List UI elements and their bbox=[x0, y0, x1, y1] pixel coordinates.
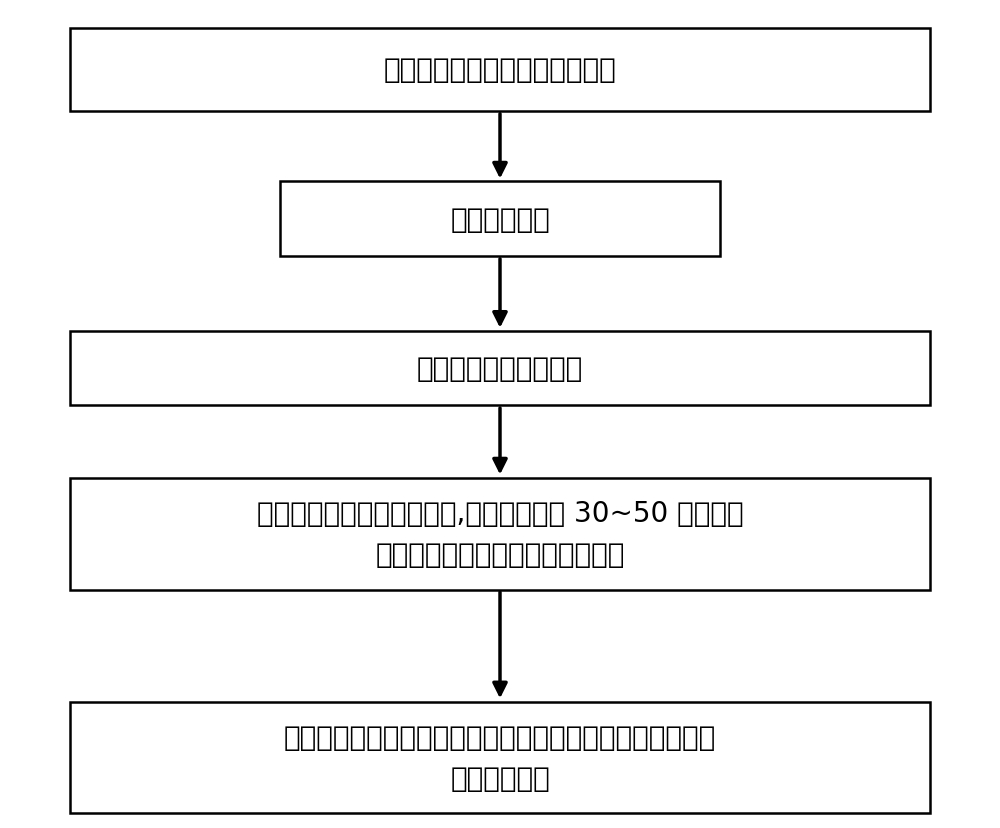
FancyBboxPatch shape bbox=[70, 331, 930, 406]
FancyBboxPatch shape bbox=[280, 182, 720, 257]
Text: 钻遇漏失层后，判断漏失情况。: 钻遇漏失层后，判断漏失情况。 bbox=[384, 56, 616, 84]
Text: 向钻杆内打入堵漏泥浆，使填充物与堵漏泥浆进入漏层，从
而实现堵漏。: 向钻杆内打入堵漏泥浆，使填充物与堵漏泥浆进入漏层，从 而实现堵漏。 bbox=[284, 723, 716, 792]
Text: 将堵漏筒，下入井内。: 将堵漏筒，下入井内。 bbox=[417, 354, 583, 383]
Text: 堵漏筒下入到漏层井段上部,在距离漏层约 30~50 米灌满水
眼，开泵顶出、释放筒内填充物。: 堵漏筒下入到漏层井段上部,在距离漏层约 30~50 米灌满水 眼，开泵顶出、释放… bbox=[257, 499, 743, 569]
FancyBboxPatch shape bbox=[70, 29, 930, 112]
FancyBboxPatch shape bbox=[70, 479, 930, 590]
FancyBboxPatch shape bbox=[70, 701, 930, 813]
Text: 加工堵漏筒。: 加工堵漏筒。 bbox=[450, 205, 550, 233]
